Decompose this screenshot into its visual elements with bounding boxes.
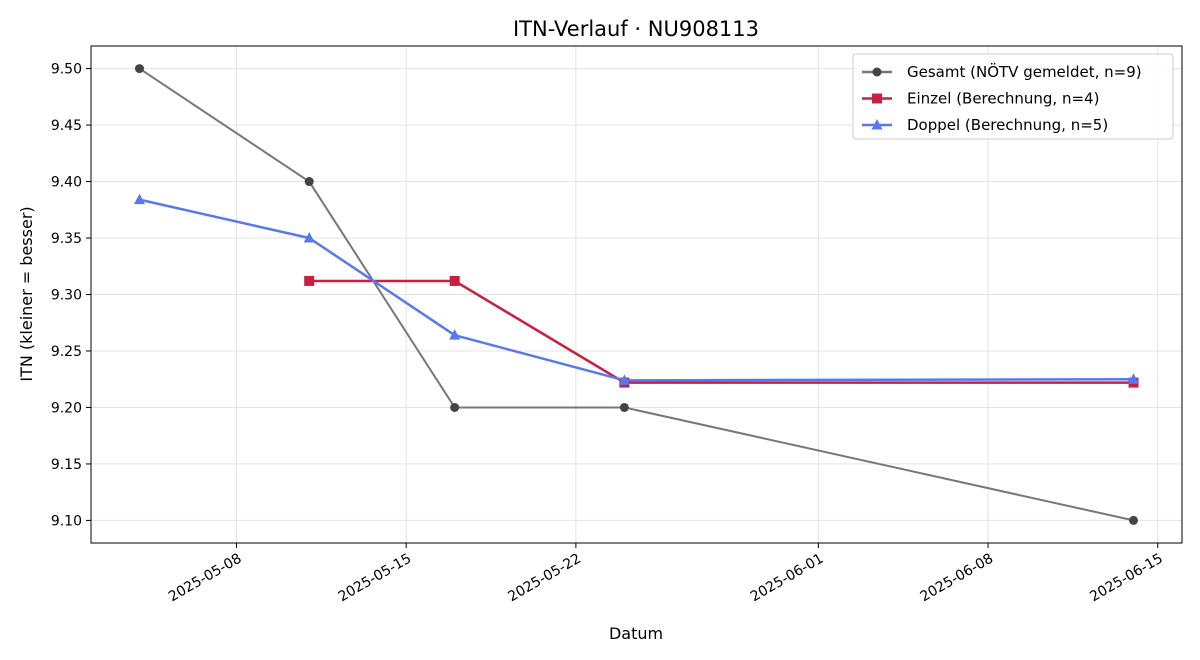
x-axis-title: Datum xyxy=(609,624,663,643)
x-tick-label: 2025-05-08 xyxy=(166,551,244,606)
y-tick-label: 9.45 xyxy=(51,118,82,134)
data-point xyxy=(449,275,460,286)
y-tick-label: 9.50 xyxy=(51,62,82,78)
series-line xyxy=(139,198,1134,382)
data-point xyxy=(303,232,315,243)
data-point xyxy=(133,193,145,205)
chart-title: ITN-Verlauf · NU908113 xyxy=(513,17,759,41)
legend-swatch-marker xyxy=(872,93,882,104)
legend-label: Doppel (Berechnung, n=5) xyxy=(907,116,1108,134)
y-tick-label: 9.15 xyxy=(51,457,82,473)
data-point xyxy=(449,329,461,340)
x-tick-label: 2025-05-15 xyxy=(336,551,414,606)
legend: Gesamt (NÖTV gemeldet, n=9) Einzel (Berec… xyxy=(852,53,1174,140)
y-tick-label: 9.20 xyxy=(51,400,82,416)
series-0 xyxy=(134,64,1139,525)
data-point xyxy=(1129,515,1139,525)
legend-swatch-marker xyxy=(871,119,883,130)
data-point xyxy=(134,64,144,74)
legend-label: Einzel (Berechnung, n=4) xyxy=(907,90,1099,108)
legend-box xyxy=(852,53,1174,140)
y-tick-label: 9.10 xyxy=(51,513,82,529)
data-point xyxy=(1128,373,1140,384)
series-2 xyxy=(133,193,1140,385)
y-tick-label: 9.35 xyxy=(51,231,82,247)
y-tick-label: 9.25 xyxy=(51,344,82,360)
data-point xyxy=(304,275,315,286)
data-point xyxy=(304,177,314,187)
y-tick-label: 9.40 xyxy=(51,175,82,191)
series-1 xyxy=(304,275,1139,388)
x-tick-label: 2025-06-01 xyxy=(748,551,826,606)
data-point xyxy=(619,402,629,412)
y-axis-title: ITN (kleiner = besser) xyxy=(17,206,36,381)
grid xyxy=(91,46,1182,543)
data-point xyxy=(618,374,630,385)
series-line xyxy=(309,279,1134,384)
x-tick-label: 2025-06-15 xyxy=(1087,551,1165,606)
axes: 9.10 9.15 9.20 9.25 9.30 9.35 9.40 9.45 9.50 2025… xyxy=(51,62,1166,606)
x-tick-label: 2025-06-08 xyxy=(918,551,996,606)
legend-label: Gesamt (NÖTV gemeldet, n=9) xyxy=(907,62,1142,81)
data-point xyxy=(450,402,460,412)
y-tick-label: 9.30 xyxy=(51,288,82,304)
x-tick-label: 2025-05-22 xyxy=(505,551,583,606)
series-layer xyxy=(133,64,1140,525)
legend-swatch-marker xyxy=(872,67,882,77)
